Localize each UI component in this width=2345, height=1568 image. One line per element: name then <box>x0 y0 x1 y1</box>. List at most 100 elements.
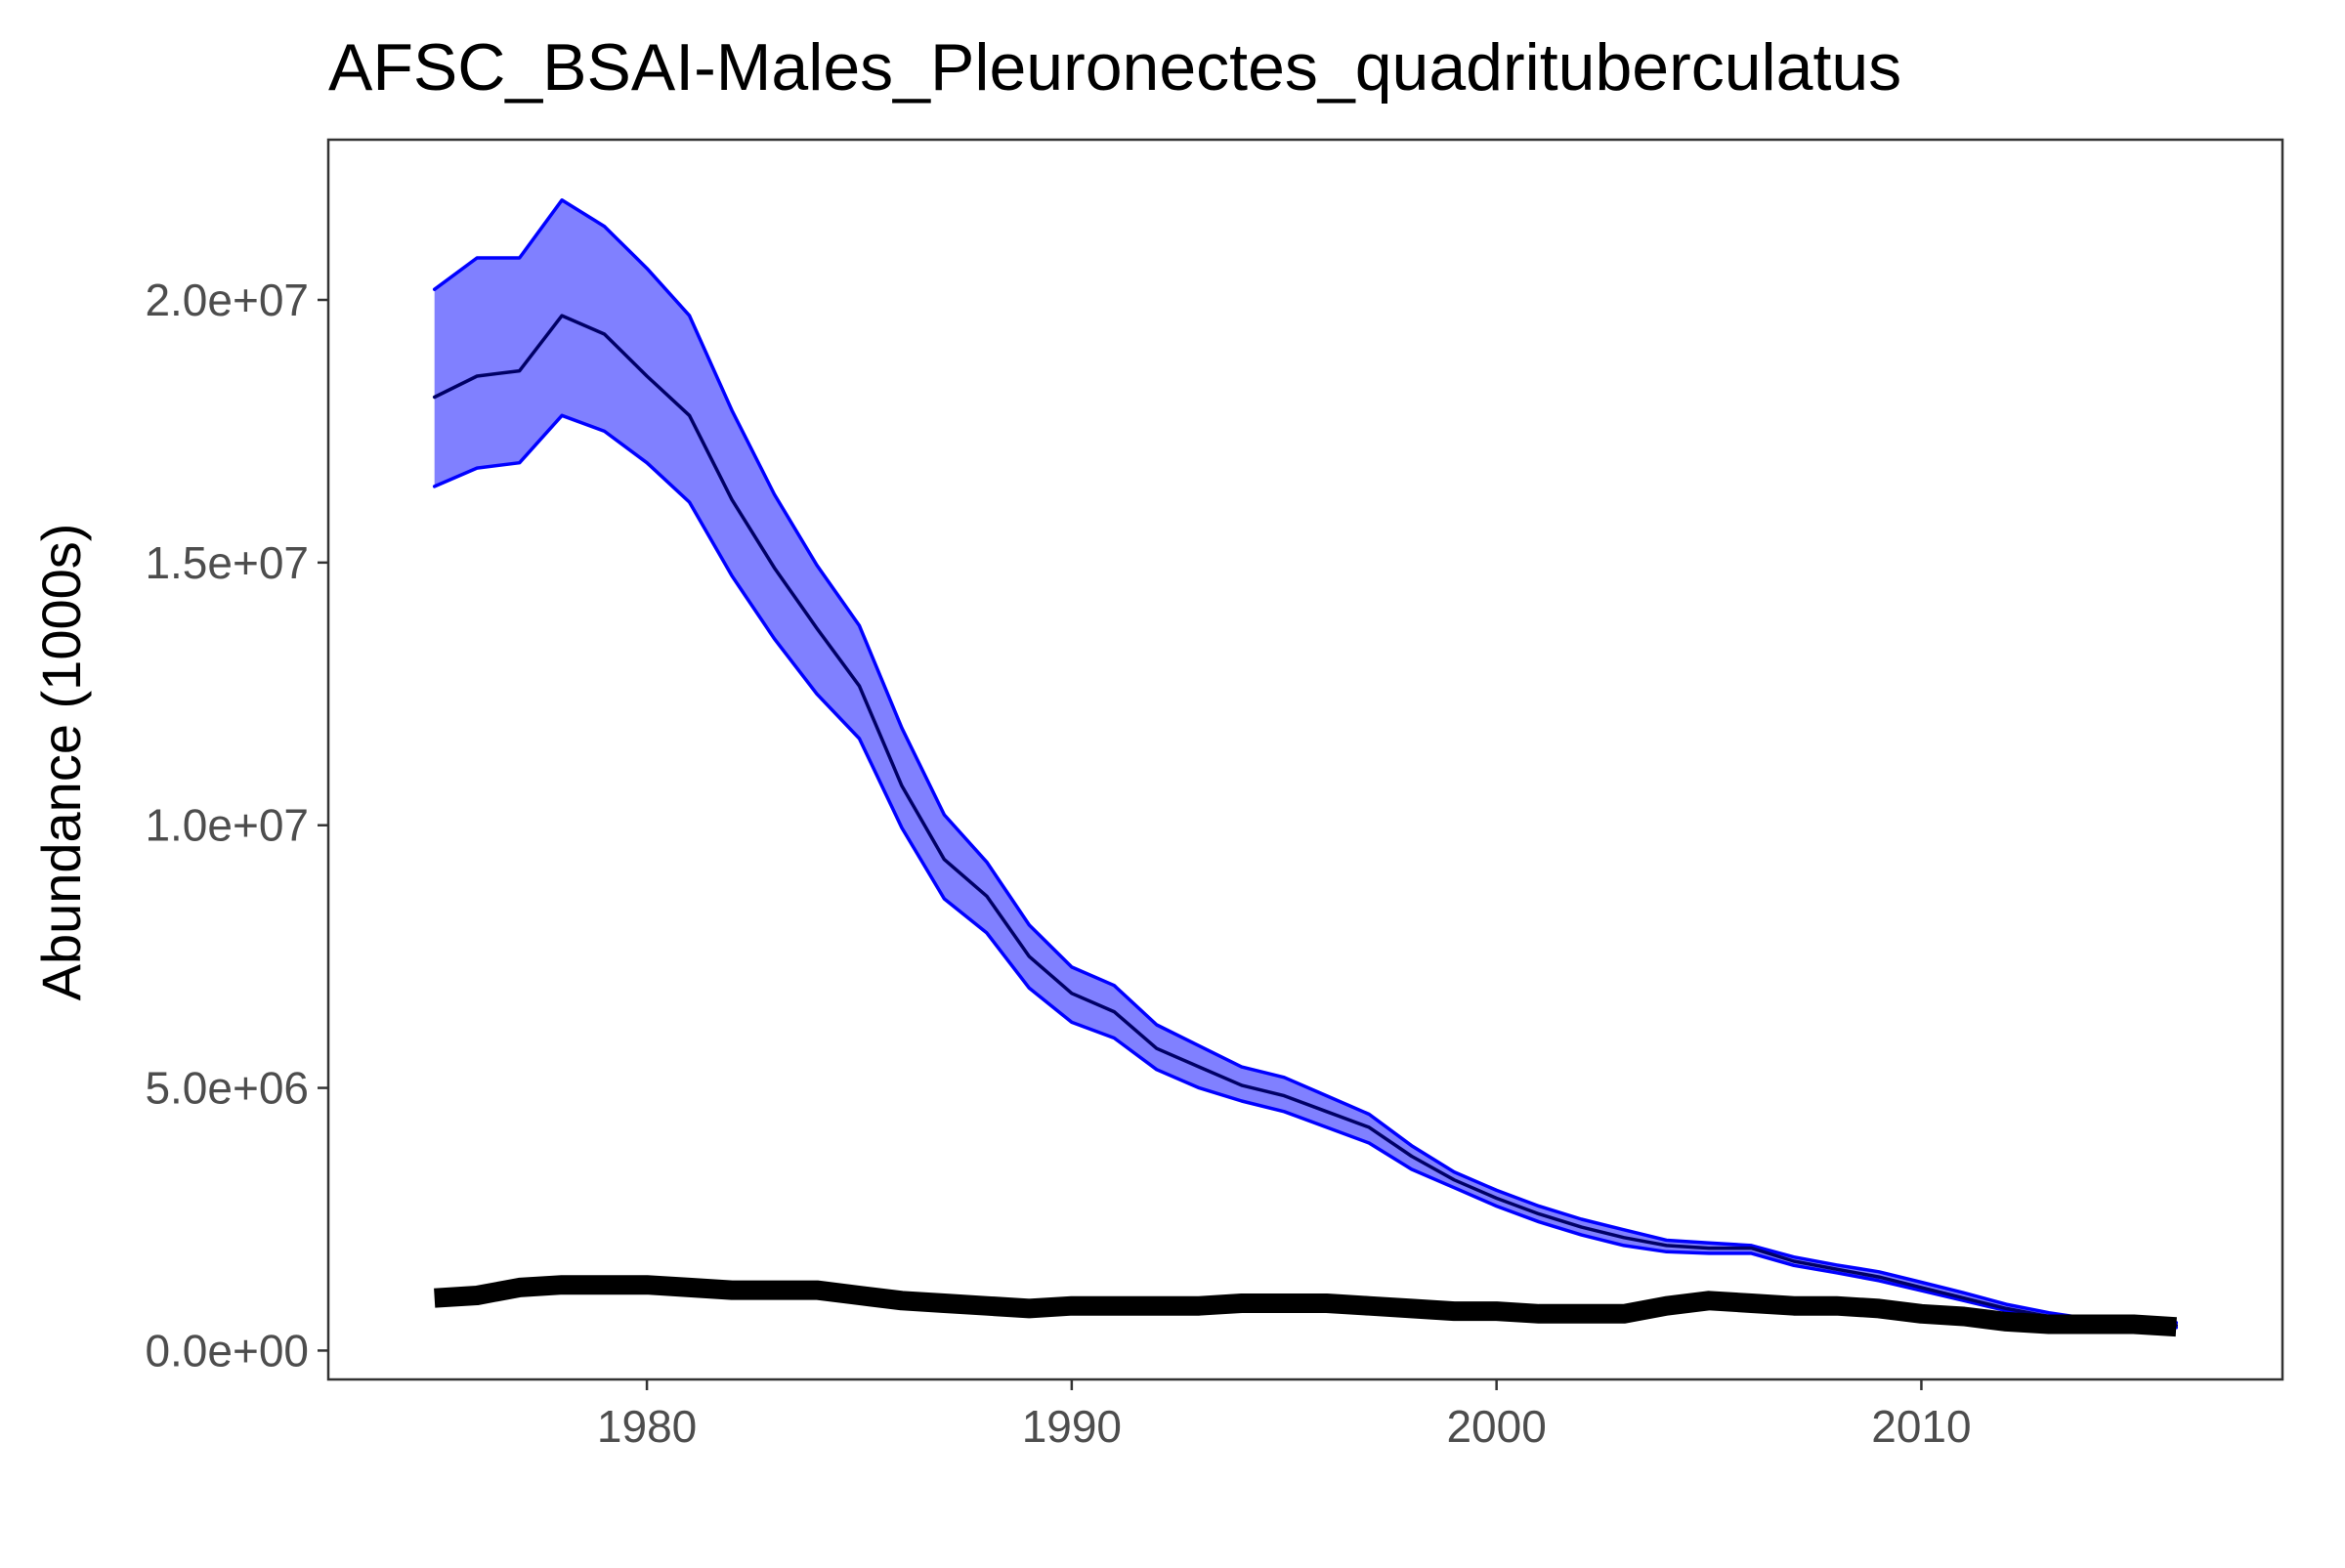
estimate-point <box>1962 1296 1966 1300</box>
observed-point <box>2174 1325 2178 1329</box>
lower-bound-point <box>1792 1263 1796 1267</box>
upper-bound-point <box>518 256 522 260</box>
upper-bound-point <box>475 256 479 260</box>
lower-bound-point <box>433 485 437 488</box>
upper-bound-point <box>2047 1311 2051 1315</box>
lower-bound-point <box>1282 1110 1286 1114</box>
estimate-point <box>1495 1197 1499 1201</box>
estimate-point <box>1919 1286 1923 1290</box>
upper-bound-point <box>1707 1241 1711 1245</box>
estimate-point <box>900 784 904 787</box>
observed-point <box>1112 1304 1116 1308</box>
estimate-point <box>942 858 946 862</box>
y-tick-label: 2.0e+07 <box>145 275 309 325</box>
axes: 1980 1990 2000 2010 0.0e+00 5.0e+06 1.0e+07 1.5… <box>145 138 2284 1452</box>
observed-point <box>645 1283 649 1287</box>
observed-point <box>773 1289 777 1293</box>
estimate-point <box>815 626 819 630</box>
observed-point <box>1197 1304 1201 1308</box>
estimate-point <box>985 894 989 898</box>
observed-point <box>1962 1315 1966 1319</box>
lower-bound-point <box>730 573 734 577</box>
observed-point <box>1835 1304 1839 1308</box>
lower-bound-point <box>1750 1251 1754 1255</box>
upper-bound-point <box>1919 1281 1923 1285</box>
observed-point <box>1707 1298 1711 1302</box>
estimate-point <box>688 413 692 417</box>
observed-point <box>815 1289 819 1293</box>
lower-bound-point <box>1410 1167 1414 1171</box>
observed-point <box>2047 1323 2051 1327</box>
upper-bound-point <box>773 492 777 496</box>
estimate-point <box>730 497 734 501</box>
estimate-point <box>1537 1212 1541 1216</box>
upper-bound-point <box>1580 1217 1584 1221</box>
lower-bound-point <box>1070 1020 1074 1024</box>
observed-point <box>1282 1301 1286 1305</box>
x-tick-label: 1980 <box>597 1401 697 1452</box>
estimate-point <box>1665 1244 1669 1248</box>
observed-line <box>434 1275 2177 1337</box>
upper-bound-point <box>1835 1263 1839 1267</box>
upper-bound-point <box>1622 1228 1626 1232</box>
upper-bound-point <box>858 623 862 627</box>
upper-bound-point <box>1282 1076 1286 1080</box>
observed-point <box>1070 1304 1074 1308</box>
y-tick-label: 1.5e+07 <box>145 537 309 588</box>
estimate-point <box>1325 1110 1329 1114</box>
observed-point <box>1750 1301 1754 1305</box>
observed-point <box>518 1286 522 1290</box>
upper-bound-line <box>432 198 2179 1325</box>
upper-bound-point <box>942 813 946 817</box>
upper-bound-point <box>688 314 692 318</box>
upper-bound-point <box>1197 1044 1201 1048</box>
chart-title: AFSC_BSAI-Males_Pleuronectes_quadrituber… <box>328 30 1901 105</box>
estimate-line <box>432 314 2179 1328</box>
lower-bound-point <box>900 826 904 829</box>
estimate-point <box>1750 1247 1754 1250</box>
observed-point <box>2004 1320 2008 1324</box>
upper-bound-point <box>433 287 437 291</box>
lower-bound-point <box>603 429 607 433</box>
observed-point <box>475 1293 479 1297</box>
upper-bound-point <box>730 408 734 412</box>
upper-bound-point <box>603 225 607 229</box>
upper-bound-point <box>1155 1023 1159 1027</box>
lower-bound-point <box>1835 1271 1839 1275</box>
upper-bound-point <box>1452 1170 1456 1174</box>
upper-bound-point <box>1537 1205 1541 1208</box>
lower-bound-point <box>1112 1037 1116 1040</box>
y-tick-label: 5.0e+06 <box>145 1063 309 1114</box>
estimate-point <box>560 314 564 318</box>
estimate-point <box>1367 1125 1371 1129</box>
upper-bound-point <box>1962 1291 1966 1294</box>
upper-bound-point <box>1070 965 1074 969</box>
observed-point <box>433 1296 437 1300</box>
upper-bound-point <box>985 860 989 864</box>
observed-point <box>1537 1312 1541 1316</box>
lower-bound-point <box>1580 1233 1584 1237</box>
upper-bound-point <box>560 198 564 202</box>
lower-bound-point <box>1707 1251 1711 1255</box>
upper-bound-point <box>2004 1302 2008 1306</box>
upper-bound-point <box>815 564 819 568</box>
observed-point <box>1580 1312 1584 1316</box>
upper-bound-point <box>1877 1270 1881 1274</box>
upper-bound-point <box>1495 1188 1499 1192</box>
lower-bound-point <box>1495 1205 1499 1208</box>
estimate-point <box>1240 1083 1244 1087</box>
lower-bound-point <box>645 461 649 465</box>
observed-point <box>1240 1301 1244 1305</box>
observed-point <box>1665 1304 1669 1308</box>
upper-bound-point <box>1027 923 1031 927</box>
observed-point <box>1452 1309 1456 1313</box>
lower-bound-point <box>815 692 819 696</box>
observed-point <box>2089 1323 2093 1327</box>
lower-bound-point <box>1197 1086 1201 1090</box>
observed-point <box>1919 1312 1923 1316</box>
upper-bound-point <box>900 726 904 730</box>
lower-bound-point <box>560 413 564 417</box>
estimate-point <box>603 332 607 336</box>
lower-bound-point <box>1027 986 1031 990</box>
upper-bound-point <box>1367 1113 1371 1117</box>
